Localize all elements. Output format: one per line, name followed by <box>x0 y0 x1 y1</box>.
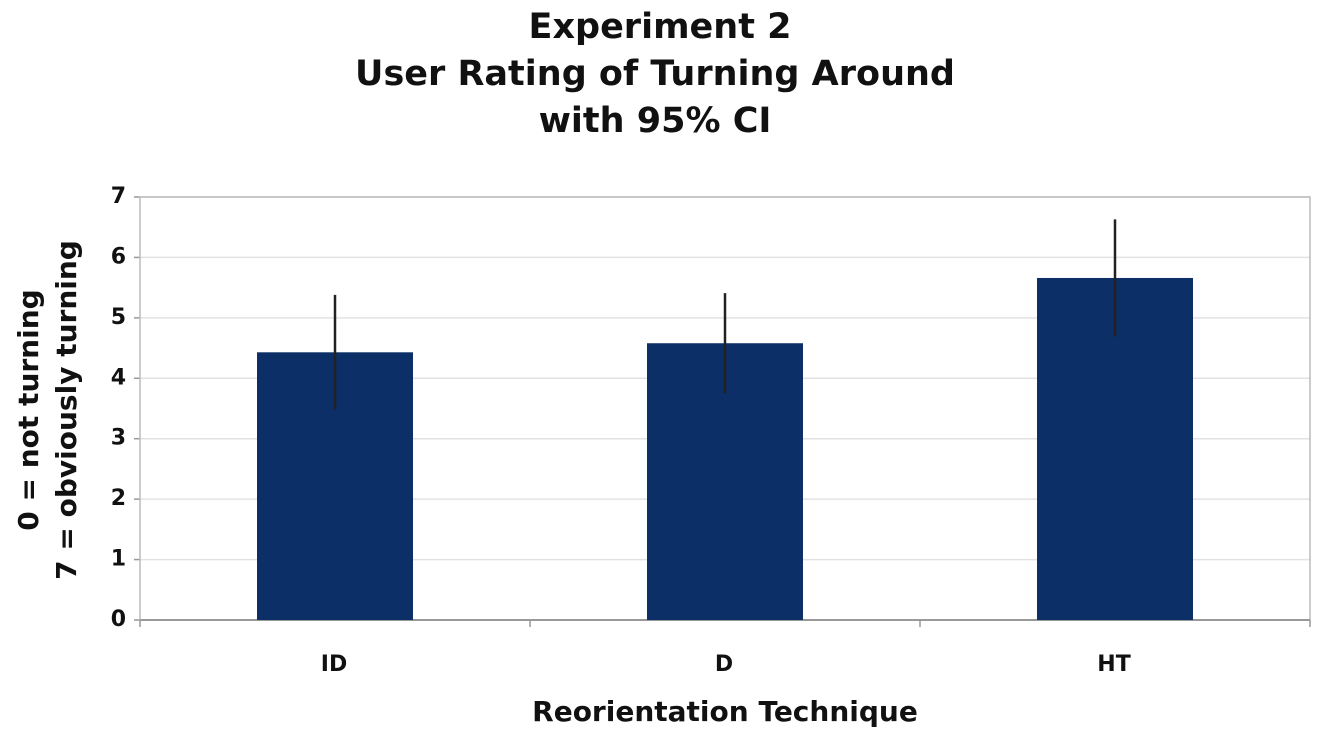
y-axis-label: 0 = not turning <box>12 289 45 530</box>
x-tick-label: ID <box>321 652 347 677</box>
chart-title: Experiment 2 <box>529 7 792 47</box>
x-tick-label: HT <box>1097 652 1130 677</box>
x-tick-label: D <box>715 652 733 677</box>
chart-title: User Rating of Turning Around <box>355 54 955 94</box>
y-tick-label: 5 <box>111 305 126 330</box>
y-tick-label: 4 <box>111 365 126 390</box>
chart-title: with 95% CI <box>539 101 772 141</box>
x-axis-label: Reorientation Technique <box>532 695 918 728</box>
y-tick-label: 2 <box>111 486 126 511</box>
y-tick-label: 7 <box>111 184 126 209</box>
y-tick-label: 3 <box>111 426 126 451</box>
y-tick-label: 6 <box>111 244 126 269</box>
y-axis-label: 7 = obviously turning <box>50 240 83 580</box>
y-tick-label: 1 <box>111 547 126 572</box>
y-tick-label: 0 <box>111 607 126 632</box>
